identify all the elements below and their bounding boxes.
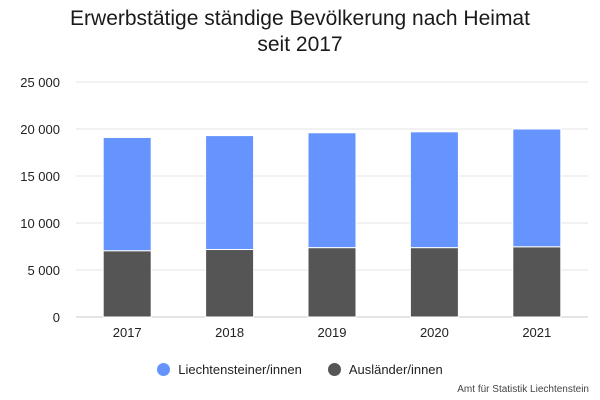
bar-segment-liechtensteiner-2018[interactable] bbox=[205, 135, 255, 251]
chart-title-line-2: seit 2017 bbox=[257, 33, 343, 56]
bar-segment-auslaender-2019[interactable] bbox=[307, 247, 357, 318]
x-tick-label: 2020 bbox=[420, 325, 449, 340]
legend-item-auslaender[interactable]: Ausländer/innen bbox=[327, 362, 443, 377]
y-tick-label: 25 000 bbox=[20, 75, 60, 90]
legend-item-liechtensteiner[interactable]: Liechtensteiner/innen bbox=[157, 362, 302, 377]
legend-swatch-liechtensteiner bbox=[157, 363, 171, 376]
chart-title: Erwerbstätige ständige Bevölkerung nach … bbox=[0, 6, 600, 58]
y-tick-label: 0 bbox=[53, 310, 60, 325]
y-tick-label: 10 000 bbox=[20, 216, 60, 231]
bars bbox=[102, 128, 562, 318]
source-credit: Amt für Statistik Liechtenstein bbox=[457, 384, 589, 395]
bar-segment-auslaender-2021[interactable] bbox=[512, 246, 562, 318]
y-axis-tick-labels: 0 5 000 10 000 15 000 20 000 25 000 bbox=[20, 75, 60, 325]
bar-segment-liechtensteiner-2017[interactable] bbox=[102, 136, 152, 252]
bar-segment-liechtensteiner-2019[interactable] bbox=[307, 132, 357, 249]
y-tick-label: 20 000 bbox=[20, 122, 60, 137]
y-tick-label: 15 000 bbox=[20, 169, 60, 184]
x-tick-label: 2017 bbox=[113, 325, 142, 340]
x-axis-tick-labels: 2017 2018 2019 2020 2021 bbox=[113, 325, 552, 340]
legend-label-auslaender: Ausländer/innen bbox=[348, 362, 443, 377]
legend-label-liechtensteiner: Liechtensteiner/innen bbox=[178, 362, 302, 377]
bar-segment-auslaender-2020[interactable] bbox=[409, 247, 459, 318]
y-tick-label: 5 000 bbox=[27, 263, 60, 278]
bar-segment-liechtensteiner-2020[interactable] bbox=[409, 131, 459, 249]
bar-segment-liechtensteiner-2021[interactable] bbox=[512, 128, 562, 248]
bar-segment-auslaender-2017[interactable] bbox=[102, 250, 152, 318]
x-tick-label: 2021 bbox=[522, 325, 551, 340]
x-tick-label: 2019 bbox=[318, 325, 347, 340]
legend-swatch-auslaender bbox=[327, 363, 341, 376]
x-tick-label: 2018 bbox=[215, 325, 244, 340]
bar-segment-auslaender-2018[interactable] bbox=[205, 249, 255, 318]
legend: Liechtensteiner/innen Ausländer/innen bbox=[0, 362, 600, 377]
chart-title-line-1: Erwerbstätige ständige Bevölkerung nach … bbox=[70, 7, 530, 30]
